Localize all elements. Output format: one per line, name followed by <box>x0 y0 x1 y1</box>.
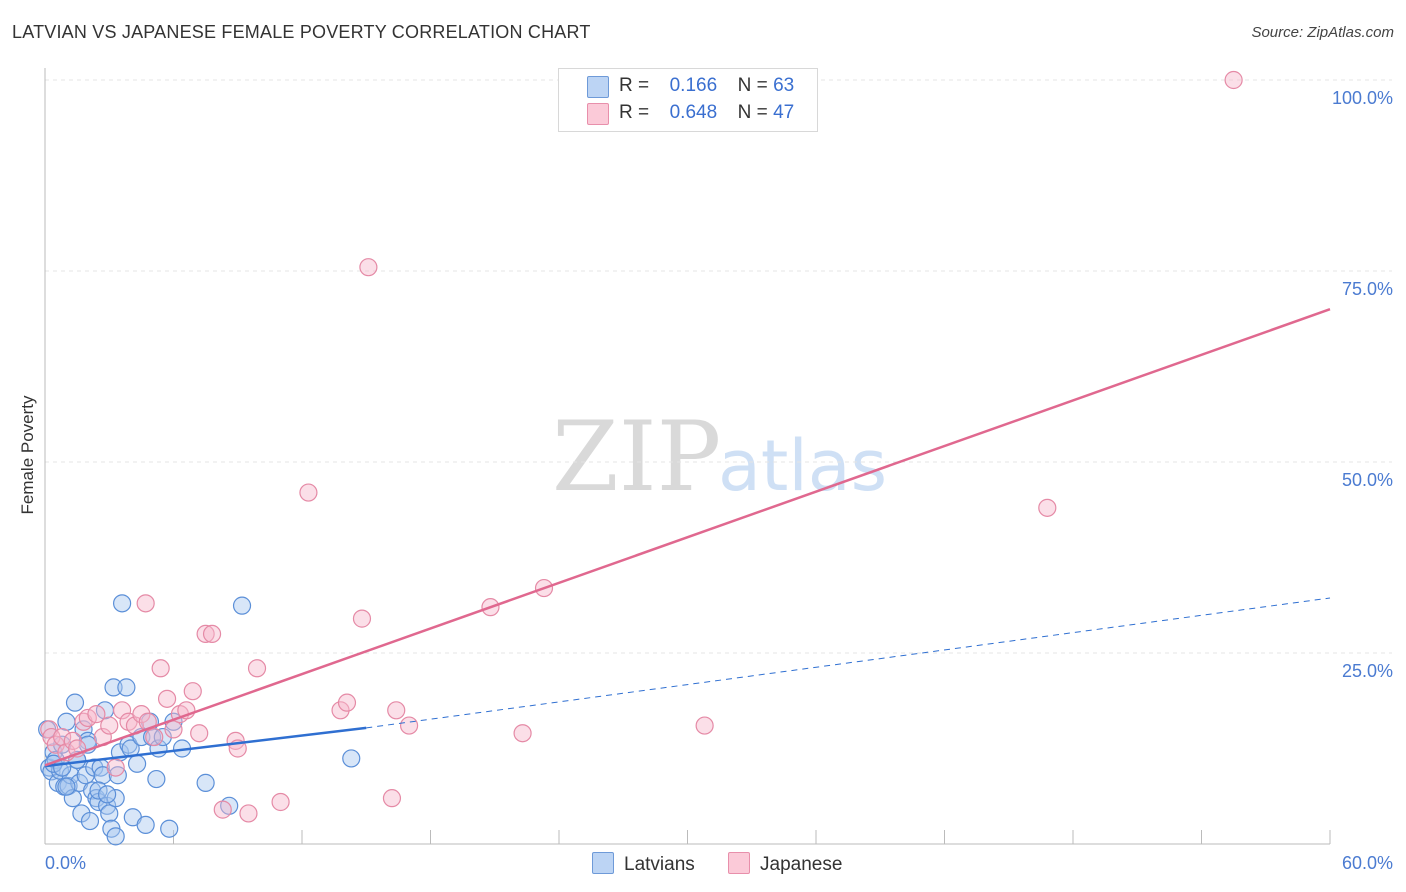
japanese-point <box>513 724 532 743</box>
japanese-point <box>382 789 402 808</box>
japanese-point <box>183 682 202 701</box>
bottom-legend-japanese: Japanese <box>728 852 842 876</box>
legend-n-label: N = <box>737 75 768 96</box>
japanese-point <box>112 701 132 720</box>
latvian-point <box>196 773 215 792</box>
latvian-point <box>147 769 166 789</box>
japanese-point <box>359 258 378 277</box>
japanese-point <box>399 716 419 735</box>
legend-n-value: 47 <box>773 102 795 123</box>
latvian-point <box>57 712 76 731</box>
bottom-legend-swatch-latvians <box>592 852 614 874</box>
japanese-point <box>337 693 357 712</box>
legend-n-value: 63 <box>773 75 795 96</box>
legend-n-label: N = <box>737 102 768 123</box>
x-tick-label: 60.0% <box>1342 853 1393 873</box>
japanese-point <box>213 800 232 819</box>
japanese-point <box>1038 498 1057 517</box>
latvians-trend-dashed <box>366 597 1331 729</box>
japanese-point <box>190 724 209 743</box>
japanese-point <box>196 624 215 644</box>
latvian-point <box>127 754 147 773</box>
axes <box>44 68 1331 845</box>
japanese-point <box>299 483 318 502</box>
japanese-point <box>202 624 222 644</box>
bottom-legend-label-japanese: Japanese <box>760 854 843 875</box>
japanese-trend-line <box>44 308 1331 767</box>
legend-r-value: 0.166 <box>669 75 718 96</box>
x-tick-label: 0.0% <box>45 853 86 873</box>
japanese-point <box>695 716 714 735</box>
latvian-point <box>342 749 361 768</box>
japanese-point <box>352 609 372 628</box>
latvian-point <box>57 777 76 796</box>
legend-swatch-japanese <box>587 103 609 125</box>
tick-labels: 25.0% 50.0% 75.0% 100.0% 0.0% 60.0% <box>45 88 1393 873</box>
y-tick-label: 75.0% <box>1342 279 1393 299</box>
chart-source: Source: ZipAtlas.com <box>1251 24 1394 41</box>
correlation-legend: R = 0.166 N = 63 R = 0.648 N = 47 <box>558 68 818 132</box>
japanese-point <box>132 705 151 724</box>
y-tick-label: 50.0% <box>1342 470 1393 490</box>
legend-r-label: R = <box>619 75 650 96</box>
japanese-point <box>247 659 267 678</box>
japanese-point <box>239 804 258 823</box>
bottom-legend-label-latvians: Latvians <box>624 854 695 875</box>
latvian-point <box>89 781 108 800</box>
japanese-point <box>387 701 406 720</box>
japanese-point <box>87 705 106 724</box>
japanese-point <box>271 792 290 812</box>
legend-swatch-latvians <box>587 76 609 98</box>
japanese-point <box>106 758 125 777</box>
latvian-point <box>232 596 252 615</box>
y-tick-label: 100.0% <box>1332 88 1393 108</box>
latvians-trend-line <box>44 726 367 768</box>
chart-title: LATVIAN VS JAPANESE FEMALE POVERTY CORRE… <box>12 22 591 42</box>
japanese-point <box>157 689 177 708</box>
japanese-point <box>145 727 164 747</box>
latvian-point <box>112 594 132 613</box>
latvian-point <box>100 804 119 823</box>
latvian-point <box>136 815 155 835</box>
latvian-point <box>63 789 82 808</box>
grid <box>45 79 1392 654</box>
legend-r-label: R = <box>619 102 650 123</box>
watermark-zip: ZIP <box>552 401 721 513</box>
latvian-point <box>98 785 117 804</box>
latvian-point <box>80 811 100 831</box>
latvian-point <box>104 678 123 697</box>
latvian-point <box>160 819 179 838</box>
japanese-point <box>151 659 170 678</box>
y-tick-label: 25.0% <box>1342 661 1393 681</box>
japanese-point <box>100 716 119 735</box>
bottom-legend-swatch-japanese <box>728 852 750 874</box>
latvian-point <box>65 693 85 712</box>
japanese-point <box>78 708 97 728</box>
japanese-point <box>1224 70 1243 90</box>
latvian-point <box>106 789 125 808</box>
japanese-point <box>164 720 183 739</box>
bottom-legend-latvians: Latvians <box>592 852 695 876</box>
watermark-atlas: atlas <box>718 425 887 507</box>
japanese-point <box>331 701 350 720</box>
japanese-point <box>136 594 155 613</box>
latvian-point <box>117 678 136 697</box>
legend-r-value: 0.648 <box>669 102 718 123</box>
trend-lines <box>44 308 1331 768</box>
latvian-point <box>106 827 125 846</box>
